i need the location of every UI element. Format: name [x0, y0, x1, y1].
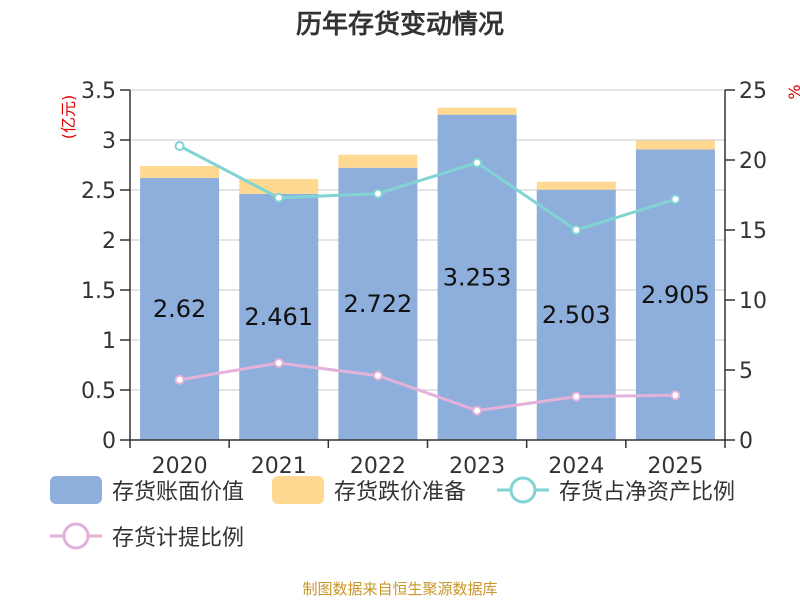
point-provision-ratio	[273, 358, 284, 368]
point-net-asset-ratio	[571, 225, 582, 235]
x-tick-label: 2025	[647, 454, 703, 479]
bar-value-label: 2.503	[542, 301, 611, 329]
legend-swatch-book-value	[50, 476, 102, 504]
left-axis-unit: (亿元)	[59, 95, 78, 140]
legend-label-book-value: 存货账面价值	[112, 480, 245, 505]
right-tick-label: 0	[739, 429, 753, 454]
left-tick-label: 2	[102, 229, 116, 254]
legend-swatch-provision-ratio	[50, 522, 102, 550]
bar-value-label: 2.722	[344, 290, 413, 318]
point-net-asset-ratio	[372, 188, 383, 199]
bar-value-label: 2.461	[244, 303, 313, 331]
bar-impairment-reserve	[536, 181, 616, 190]
left-tick-label: 2.5	[81, 179, 116, 204]
point-provision-ratio	[571, 391, 582, 402]
source-note: 制图数据来自恒生聚源数据库	[302, 580, 498, 598]
point-net-asset-ratio	[174, 141, 185, 151]
point-provision-ratio	[372, 370, 383, 381]
x-tick-label: 2020	[152, 454, 208, 479]
left-tick-label: 1.5	[81, 279, 116, 304]
bar-book-value	[140, 178, 220, 440]
line-provision-ratio	[179, 361, 676, 413]
x-tick-label: 2021	[251, 454, 307, 479]
line-net-asset-ratio	[178, 144, 676, 232]
bar-book-value	[338, 167, 418, 441]
right-tick-label: 20	[739, 149, 767, 174]
legend-item-net-asset-ratio[interactable]: 存货占净资产比例	[497, 474, 735, 506]
point-provision-ratio	[174, 374, 185, 385]
right-tick-label: 5	[739, 359, 753, 384]
point-net-asset-ratio	[273, 192, 284, 203]
bar-value-label: 3.253	[443, 263, 512, 291]
right-tick-label: 25	[739, 79, 767, 104]
left-tick-label: 0	[102, 429, 116, 454]
point-provision-ratio	[670, 390, 681, 401]
bar-value-label: 2.62	[153, 295, 206, 323]
point-net-asset-ratio	[670, 194, 681, 205]
left-tick-label: 1	[102, 329, 116, 354]
legend-swatch-impairment-reserve	[272, 476, 324, 504]
bar-impairment-reserve	[635, 140, 715, 150]
bar-book-value	[239, 193, 319, 440]
legend-item-provision-ratio[interactable]: 存货计提比例	[50, 520, 244, 552]
left-tick-label: 3	[102, 129, 116, 154]
left-tick-label: 3.5	[81, 79, 116, 104]
x-tick-label: 2024	[548, 454, 604, 479]
legend-label-net-asset-ratio: 存货占净资产比例	[559, 480, 736, 505]
legend-label-impairment-reserve: 存货跌价准备	[334, 480, 467, 505]
legend-swatch-net-asset-ratio	[497, 476, 549, 504]
bar-impairment-reserve	[140, 166, 220, 178]
right-tick-label: 15	[739, 219, 767, 244]
bar-impairment-reserve	[437, 107, 517, 115]
right-axis-unit: %	[785, 84, 800, 99]
legend-item-impairment-reserve[interactable]: 存货跌价准备	[272, 474, 466, 506]
left-tick-label: 0.5	[81, 379, 116, 404]
bar-impairment-reserve	[338, 154, 418, 168]
legend-label-provision-ratio: 存货计提比例	[112, 526, 245, 551]
point-provision-ratio	[472, 405, 483, 416]
bar-value-label: 2.905	[641, 281, 710, 309]
right-tick-label: 10	[739, 289, 767, 314]
bar-impairment-reserve	[239, 178, 319, 194]
bar-book-value	[437, 114, 517, 440]
point-net-asset-ratio	[472, 157, 483, 168]
legend-item-book-value[interactable]: 存货账面价值	[50, 474, 244, 506]
x-tick-label: 2023	[449, 454, 505, 479]
chart-title: 历年存货变动情况	[295, 10, 504, 40]
x-tick-label: 2022	[350, 454, 406, 479]
